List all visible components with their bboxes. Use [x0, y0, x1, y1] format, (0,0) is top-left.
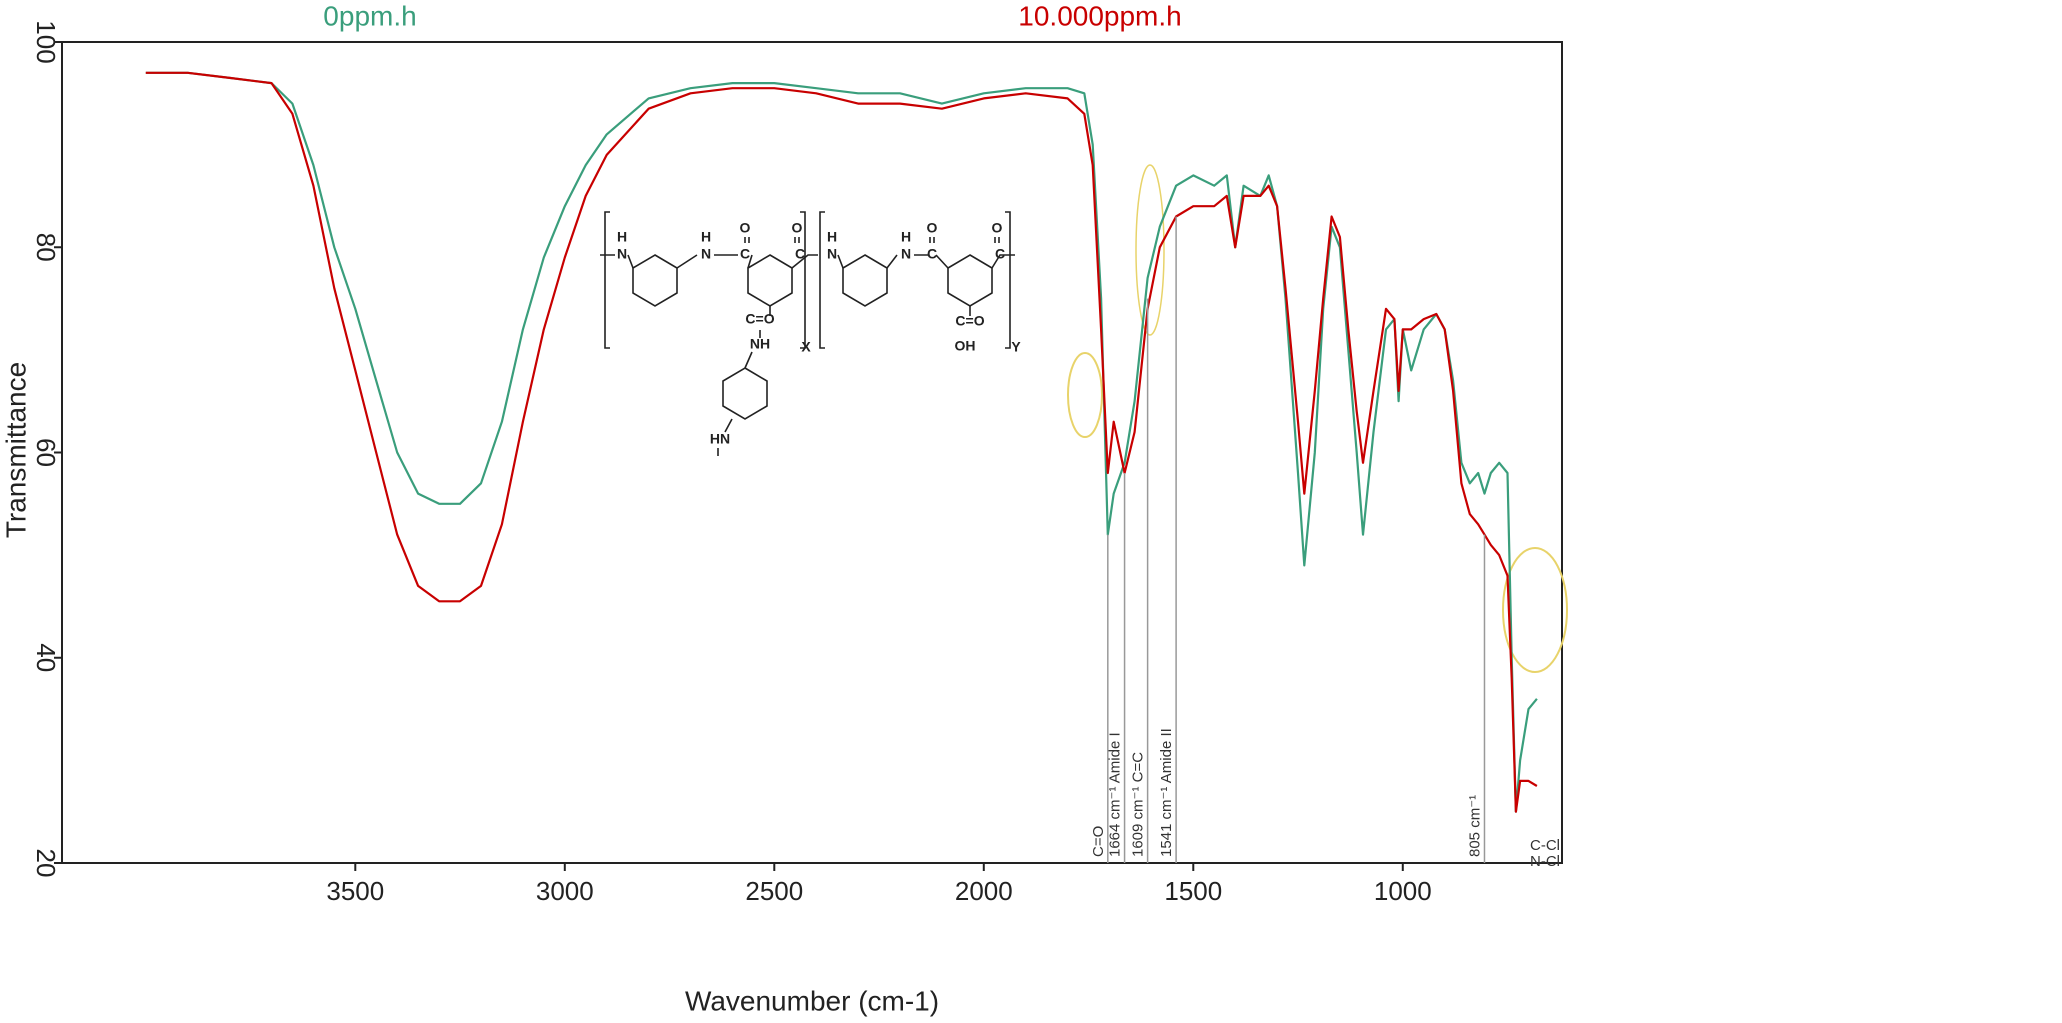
y-tick-label: 40 — [31, 643, 61, 672]
spectrum-line — [145, 71, 1538, 813]
structure-label: N — [617, 246, 627, 262]
x-tick-label: 2500 — [745, 876, 803, 906]
structure-label: N — [901, 246, 911, 262]
annotation-label: 1609 cm⁻¹ C=C — [1130, 752, 1147, 857]
x-axis-title: Wavenumber (cm-1) — [685, 985, 939, 1016]
annotation-label: 1541 cm⁻¹ Amide II — [1158, 728, 1175, 857]
structure-label: Y — [1011, 339, 1021, 355]
ring — [722, 367, 768, 420]
plot-frame — [61, 41, 1563, 864]
structure-label: C — [927, 246, 937, 262]
brackets — [604, 211, 1011, 349]
highlight — [1135, 164, 1165, 336]
structure-label: H — [701, 229, 711, 245]
structure-label: HN — [710, 431, 730, 447]
structure-label: H — [901, 229, 911, 245]
structure-label: H — [617, 229, 627, 245]
annotation-label: N-Cl — [1530, 853, 1560, 870]
x-tick-label: 1000 — [1374, 876, 1432, 906]
ring — [842, 254, 888, 307]
y-tick-label: 100 — [31, 20, 61, 63]
x-tick-label: 2000 — [955, 876, 1013, 906]
structure-label: C=O — [955, 313, 984, 329]
structure-label: X — [801, 339, 811, 355]
y-tick-label: 80 — [31, 233, 61, 262]
structure-label: NH — [750, 336, 770, 352]
structure-label: N — [827, 246, 837, 262]
legend-label: 10.000ppm.h — [1018, 0, 1181, 31]
annotation-label: C=O — [1090, 826, 1107, 857]
x-tick-label: 3500 — [326, 876, 384, 906]
structure-label: OH — [955, 338, 976, 354]
spectrum-line — [145, 71, 1538, 813]
ring — [632, 254, 678, 307]
structure-label: O — [792, 220, 803, 236]
structure-label: O — [992, 220, 1003, 236]
structure-label: N — [701, 246, 711, 262]
annotation-label: C-Cl — [1530, 837, 1560, 854]
x-tick-label: 3000 — [536, 876, 594, 906]
ring — [747, 254, 793, 307]
x-tick-label: 1500 — [1164, 876, 1222, 906]
structure-label: C — [740, 246, 750, 262]
structure-label: C — [795, 246, 805, 262]
y-tick-label: 20 — [31, 849, 61, 878]
legend-label: 0ppm.h — [323, 0, 416, 31]
highlight — [1502, 547, 1568, 673]
structure-label: C=O — [745, 311, 774, 327]
y-tick-label: 60 — [31, 438, 61, 467]
structure-label: O — [927, 220, 938, 236]
ring — [947, 254, 993, 307]
structure-label: O — [740, 220, 751, 236]
structure-label: H — [827, 229, 837, 245]
highlight — [1067, 352, 1103, 438]
structure-label: C — [995, 246, 1005, 262]
bonds — [600, 237, 1015, 456]
annotation-label: 805 cm⁻¹ — [1466, 795, 1483, 857]
y-axis-title: Transmittance — [0, 362, 31, 538]
annotation-label: 1664 cm⁻¹ Amide I — [1107, 732, 1124, 857]
